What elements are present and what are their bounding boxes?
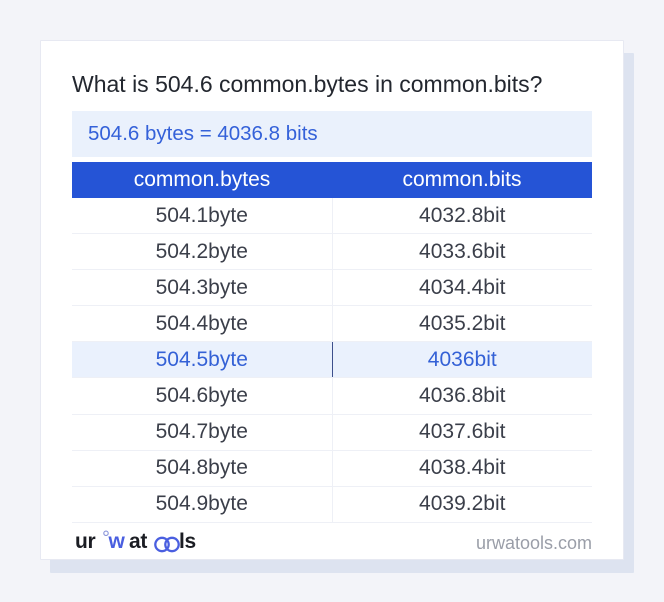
svg-text:at: at (129, 530, 147, 553)
svg-text:ur: ur (75, 530, 96, 553)
svg-text:w: w (108, 530, 126, 553)
svg-text:ls: ls (179, 530, 196, 553)
